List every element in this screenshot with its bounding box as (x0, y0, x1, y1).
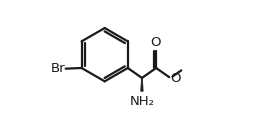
Text: O: O (150, 36, 161, 49)
Text: Br: Br (50, 62, 65, 75)
Text: O: O (171, 72, 181, 85)
Polygon shape (141, 79, 143, 91)
Text: NH₂: NH₂ (129, 95, 154, 108)
